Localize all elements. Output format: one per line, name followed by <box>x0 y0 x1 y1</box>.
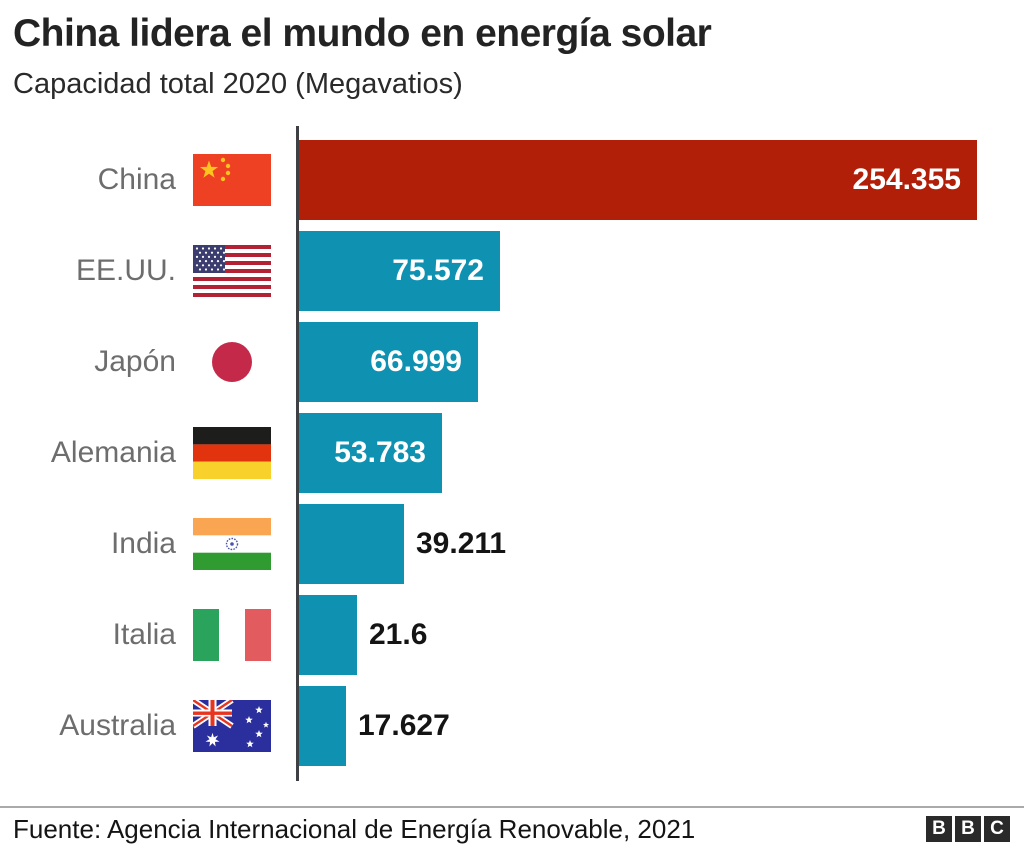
axis-line <box>296 126 299 781</box>
bbc-logo-block: C <box>984 816 1010 842</box>
bar-australia <box>299 686 346 766</box>
chart-subtitle: Capacidad total 2020 (Megavatios) <box>13 68 463 100</box>
flag-china-icon <box>192 140 271 220</box>
chart-row: EE.UU. 75.572 <box>0 231 1024 311</box>
country-label: Italia <box>112 618 176 651</box>
country-label: Australia <box>59 709 176 742</box>
chart-row: Italia 21.6 <box>0 595 1024 675</box>
bbc-logo-block: B <box>926 816 952 842</box>
bar-italy <box>299 595 357 675</box>
footer-divider <box>0 806 1024 808</box>
bar-chart: China 254.355 EE.UU. 75.572 Japón 66.999 Alema… <box>0 126 1024 781</box>
value-label: 39.211 <box>416 527 507 560</box>
flag-germany-icon <box>192 413 271 493</box>
chart-row: China 254.355 <box>0 140 1024 220</box>
value-label: 75.572 <box>392 254 484 287</box>
country-label: Japón <box>94 345 176 378</box>
chart-title: China lidera el mundo en energía solar <box>13 12 712 55</box>
country-label: EE.UU. <box>75 254 176 287</box>
flag-japan-icon <box>192 322 271 402</box>
bar-germany <box>299 413 442 493</box>
bbc-logo-block: B <box>955 816 981 842</box>
flag-india-icon <box>192 504 271 584</box>
flag-australia-icon <box>192 686 271 766</box>
value-label: 53.783 <box>334 436 426 469</box>
source-caption: Fuente: Agencia Internacional de Energía… <box>13 814 696 844</box>
country-label: China <box>97 163 176 196</box>
bar-china <box>299 140 977 220</box>
value-label: 66.999 <box>370 345 462 378</box>
flag-italy-icon <box>192 595 271 675</box>
chart-row: Alemania 53.783 <box>0 413 1024 493</box>
flag-usa-icon <box>192 231 271 311</box>
country-label: India <box>110 527 176 560</box>
chart-row: India 39.211 <box>0 504 1024 584</box>
bar-usa <box>299 231 500 311</box>
country-label: Alemania <box>50 436 176 469</box>
chart-row: Japón 66.999 <box>0 322 1024 402</box>
value-label: 17.627 <box>358 709 450 742</box>
value-label: 21.6 <box>369 618 428 651</box>
value-label: 254.355 <box>852 163 961 196</box>
bar-india <box>299 504 404 584</box>
chart-row: Australia 17.627 <box>0 686 1024 766</box>
bar-japan <box>299 322 478 402</box>
